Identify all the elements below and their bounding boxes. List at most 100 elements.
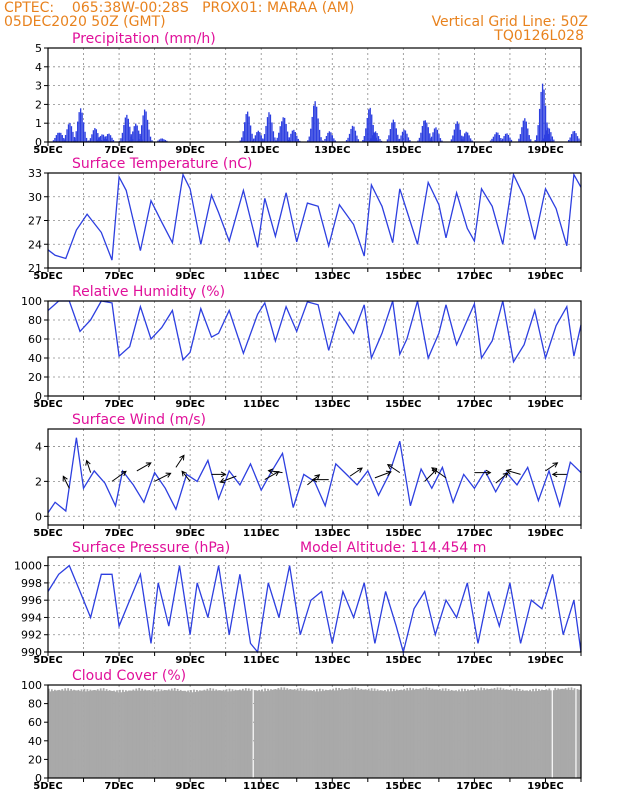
precip-bar [160, 138, 162, 142]
cloud-bar [440, 690, 443, 778]
cloud-bar [188, 692, 191, 778]
cloud-bar [99, 688, 102, 778]
cloud-bar [224, 691, 226, 778]
precip-bar [466, 132, 469, 142]
precip-bar [471, 140, 473, 142]
cloud-bar [270, 689, 272, 778]
precip-bar [324, 138, 326, 142]
precip-bar [321, 140, 324, 142]
wind-vector [136, 462, 152, 472]
precip-bar [274, 137, 276, 142]
cloud-bar [555, 689, 558, 778]
precip-bar [143, 109, 146, 142]
precip-bar [251, 140, 254, 142]
precip-bar [357, 139, 360, 142]
precip-bar [331, 135, 334, 142]
precip-bar [527, 128, 529, 142]
precip-bar [368, 109, 370, 142]
cloud-bar [576, 689, 579, 778]
precip-bar [509, 137, 511, 142]
precip-bar [392, 119, 395, 142]
precip-bar [288, 137, 291, 142]
precip-bar [77, 121, 79, 142]
cloud-bar [413, 689, 416, 778]
cloud-bar [172, 690, 175, 778]
cloud-bar [178, 691, 181, 778]
cloud-bar [71, 690, 74, 778]
cloud-bar [258, 689, 261, 778]
cloud-bar [434, 689, 437, 778]
cloud-bar [529, 689, 531, 778]
rh-xtick-label: 7DEC [104, 399, 133, 410]
wind-frame [47, 428, 582, 526]
cloud-bar [219, 690, 222, 778]
cloud-bar [142, 690, 145, 778]
wind-vector [387, 464, 401, 474]
pressure-xtick-label: 7DEC [104, 655, 133, 666]
precip-bar [163, 139, 165, 142]
precip-bar [435, 127, 437, 142]
cloud-bar [105, 689, 108, 778]
cloud-bar [381, 690, 383, 778]
cloud-xtick-label: 11DEC [243, 781, 279, 792]
precip-bar [373, 132, 375, 142]
cloud-bar [114, 691, 117, 778]
precip-bar [429, 139, 431, 142]
precip-bar [99, 135, 102, 142]
precip-bar [317, 118, 319, 142]
cloud-bar [372, 690, 375, 778]
cloud-ytick-label: 20 [28, 753, 42, 766]
precip-bar [388, 135, 390, 142]
precip-bar [439, 138, 442, 142]
cloud-bar [367, 688, 370, 778]
precip-bar [87, 140, 89, 142]
cloud-bar [450, 689, 453, 778]
cloud-bar [431, 688, 434, 778]
cloud-bar [545, 689, 548, 778]
cloud-bar [492, 689, 494, 778]
cloud-bar [194, 691, 197, 778]
precip-bar [146, 119, 149, 142]
precip-bar [432, 132, 434, 142]
cloud-bar [107, 690, 110, 778]
cloud-bar [292, 689, 295, 778]
cloud-bar [530, 691, 533, 778]
cloud-bar [173, 687, 176, 778]
cloud-bar [361, 689, 364, 778]
cloud-bar [498, 689, 500, 778]
cloud-bar [277, 688, 280, 778]
wind-vector [181, 471, 191, 482]
wind-vector-head [267, 468, 274, 475]
cloud-bar [557, 688, 560, 778]
cloud-bar [543, 690, 546, 778]
cloud-bar [477, 688, 480, 778]
cloud-bar [249, 690, 252, 778]
precip-frame [47, 47, 582, 143]
precip-bar [438, 134, 440, 142]
wind-vector-head [120, 470, 127, 477]
cloud-bar [347, 689, 349, 778]
precip-bar [450, 139, 453, 142]
precip-bar [290, 133, 292, 142]
wind-vector-head [551, 471, 558, 478]
precip-bar [576, 136, 579, 142]
precip-bar [149, 136, 152, 142]
precip-bar [345, 140, 348, 142]
precip-bar [253, 138, 255, 142]
cloud-bar [218, 690, 221, 778]
wind-vector-head [505, 468, 512, 475]
cloud-bar [416, 689, 419, 778]
cloud-xtick-label: 9DEC [175, 781, 204, 792]
cloud-bar [455, 690, 457, 778]
precip-bar [386, 139, 389, 142]
cloud-xtick-label: 7DEC [104, 781, 133, 792]
precip-bar [275, 140, 277, 142]
precip-bar [63, 139, 65, 142]
cloud-bar [487, 689, 490, 778]
cloud-bar [261, 689, 263, 778]
cloud-bar [397, 690, 400, 778]
precip-ytick-label: 2 [35, 98, 42, 111]
cloud-bar [289, 689, 292, 778]
cloud-bar [505, 689, 508, 778]
cloud-bar [102, 688, 105, 778]
